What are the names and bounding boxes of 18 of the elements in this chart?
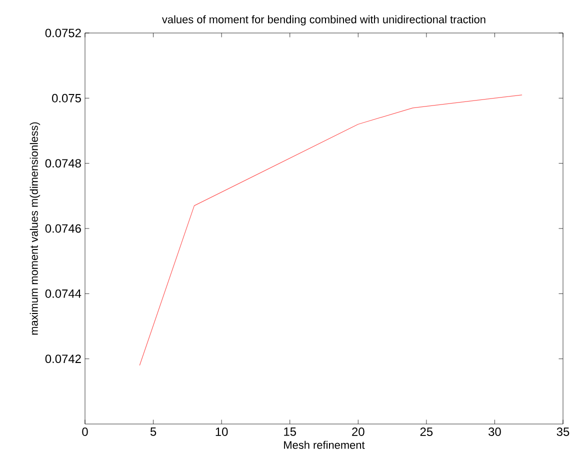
x-tick-label: 0 — [82, 428, 88, 436]
y-axis-title: maximum moment values m(dimensionless) — [30, 122, 40, 335]
x-tick-label: 20 — [352, 428, 364, 436]
x-tick-label: 35 — [556, 428, 570, 436]
x-tick-label: 10 — [216, 428, 228, 436]
y-tick-label: 0.0748 — [45, 159, 81, 168]
y-tick-label: 0.0742 — [45, 354, 81, 364]
x-tick-label: 30 — [488, 428, 501, 436]
y-tick-label: 0.075 — [52, 94, 81, 102]
x-tick-label: 15 — [284, 428, 296, 436]
y-tick-label: 0.0744 — [45, 289, 82, 298]
x-tick-label: 5 — [150, 428, 156, 436]
y-tick-label: 0.0746 — [45, 224, 81, 233]
line-series — [139, 94, 522, 366]
x-axis-title: Mesh refinement — [284, 440, 365, 449]
x-tick-label: 25 — [420, 428, 433, 436]
chart-title: values of moment for bending combined with unidirectional traction — [162, 15, 486, 26]
y-tick-label: 0.0752 — [45, 28, 81, 38]
